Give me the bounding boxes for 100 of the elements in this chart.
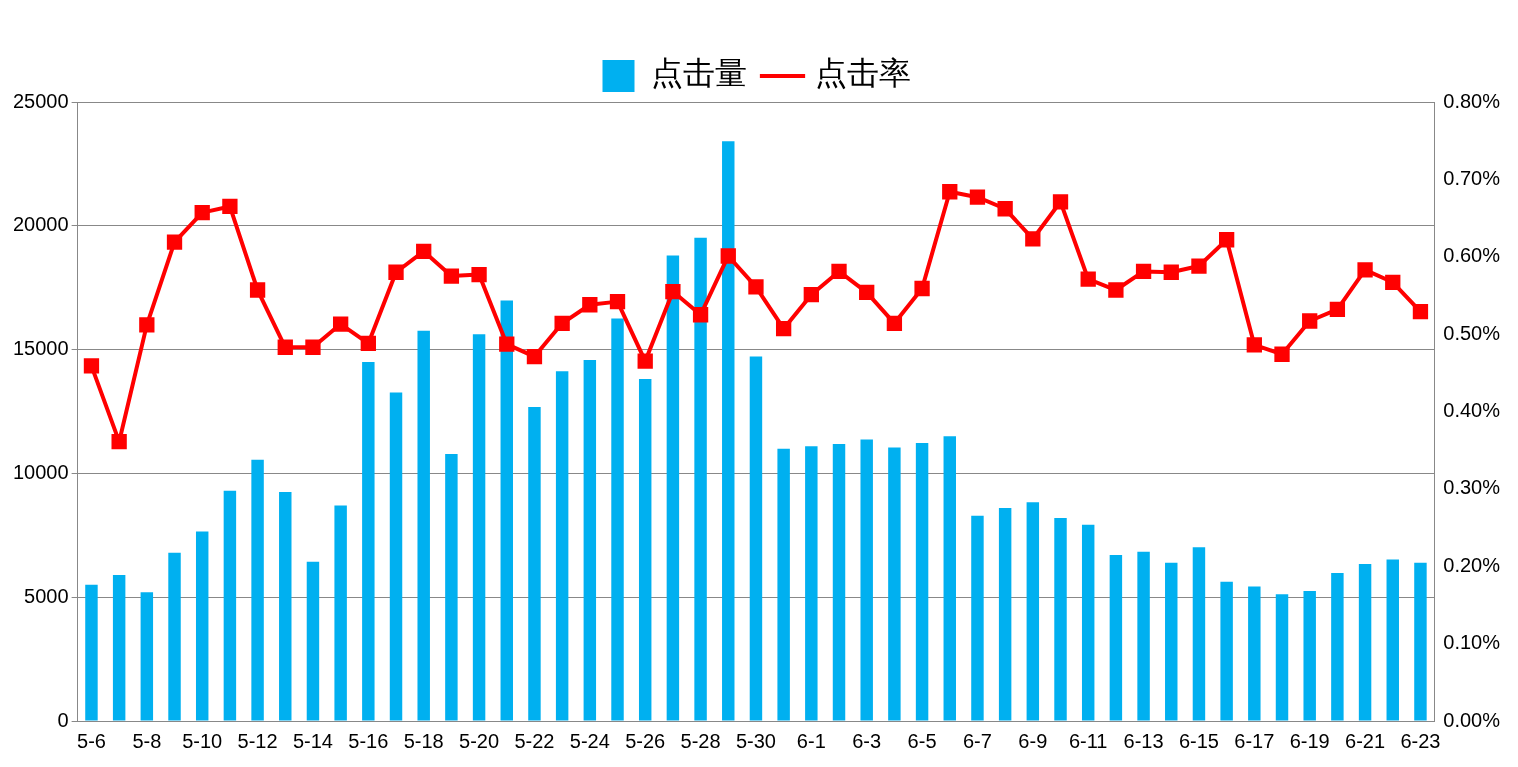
bar [472, 334, 486, 721]
bar [805, 446, 818, 721]
y-tick-label: 15000 [12, 337, 69, 360]
y-tick-label: 10000 [12, 460, 69, 483]
bar [306, 561, 320, 721]
point [1025, 231, 1041, 247]
x-tick-label: 5-26 [625, 729, 666, 752]
bar [749, 356, 763, 721]
x-tick-label: 6-17 [1234, 729, 1275, 752]
y2-tick-label: 0.80% [1443, 89, 1501, 112]
point [1385, 274, 1401, 290]
point [1218, 232, 1235, 248]
point [1274, 346, 1290, 362]
bar [1358, 564, 1372, 721]
point [831, 263, 847, 280]
y2-tick-label: 0.30% [1443, 476, 1501, 499]
point [166, 234, 183, 250]
x-tick-label: 5-16 [348, 729, 389, 752]
x-tick-label: 5-20 [459, 729, 500, 752]
x-tick-label: 5-14 [292, 729, 333, 752]
x-tick-label: 5-12 [237, 729, 278, 752]
x-tick-label: 5-6 [77, 729, 106, 752]
point [859, 284, 875, 300]
x-tick-label: 5-22 [514, 729, 555, 752]
bar [334, 505, 347, 721]
bar [777, 448, 790, 721]
bar [1081, 524, 1095, 721]
bar [638, 379, 652, 721]
point [222, 198, 238, 215]
point [1329, 301, 1346, 318]
bar [223, 490, 237, 721]
x-tick-label: 5-10 [182, 729, 223, 752]
point [416, 243, 432, 259]
bar [1054, 517, 1067, 721]
bar [971, 515, 984, 721]
y2-tick-label: 0.70% [1443, 166, 1501, 189]
x-tick-label: 6-15 [1178, 729, 1219, 752]
x-tick-label: 5-30 [735, 729, 776, 752]
bar [362, 361, 375, 721]
point [1246, 337, 1262, 353]
bar [583, 360, 597, 721]
bar [1220, 581, 1233, 721]
bar [722, 141, 735, 721]
point [942, 184, 958, 200]
bar [1192, 547, 1206, 721]
bar [140, 592, 154, 721]
y2-tick-label: 0.50% [1443, 321, 1501, 344]
point [305, 339, 321, 355]
bar [832, 443, 846, 721]
x-tick-label: 5-24 [569, 729, 610, 752]
point [775, 321, 792, 337]
point [388, 264, 404, 280]
point [1412, 304, 1429, 320]
bar [1275, 594, 1289, 721]
bar [998, 508, 1012, 721]
bar [389, 392, 403, 721]
x-tick-label: 5-8 [132, 729, 162, 752]
x-tick-label: 5-18 [403, 729, 444, 752]
point [139, 317, 155, 333]
x-tick-label: 6-21 [1345, 729, 1386, 752]
x-tick-label: 5-28 [680, 729, 721, 752]
y2-tick-label: 0.40% [1443, 399, 1501, 422]
point [997, 201, 1013, 217]
bar [195, 531, 209, 721]
x-tick-label: 6-11 [1068, 729, 1108, 752]
bar [611, 318, 624, 721]
point [1052, 194, 1069, 210]
point [332, 316, 349, 332]
point [83, 358, 100, 374]
point [886, 315, 903, 331]
bar [1137, 551, 1150, 721]
point [665, 283, 681, 300]
legend-label: 点击量 [650, 54, 747, 93]
x-tick-label: 6-19 [1289, 729, 1330, 752]
bar [1303, 591, 1316, 721]
bar [1386, 559, 1399, 721]
bar [1331, 572, 1344, 721]
bar [694, 237, 707, 721]
point [582, 297, 598, 313]
bar [85, 584, 98, 721]
bar [251, 459, 264, 721]
bar [860, 439, 873, 721]
point [499, 336, 515, 352]
point [1357, 262, 1373, 278]
x-tick-label: 6-5 [907, 729, 937, 752]
bar [666, 255, 680, 721]
y-tick-label: 25000 [12, 89, 69, 112]
bar [1248, 586, 1261, 721]
y-tick-label: 5000 [24, 584, 69, 607]
y2-tick-label: 0.00% [1443, 708, 1501, 731]
point [1080, 271, 1096, 287]
bar [500, 300, 513, 721]
bar [417, 330, 430, 721]
x-tick-label: 6-3 [852, 729, 882, 752]
bar [528, 407, 541, 721]
point [249, 282, 266, 298]
point [554, 315, 570, 331]
point [720, 248, 736, 264]
point [1108, 282, 1124, 298]
point [1135, 263, 1152, 280]
